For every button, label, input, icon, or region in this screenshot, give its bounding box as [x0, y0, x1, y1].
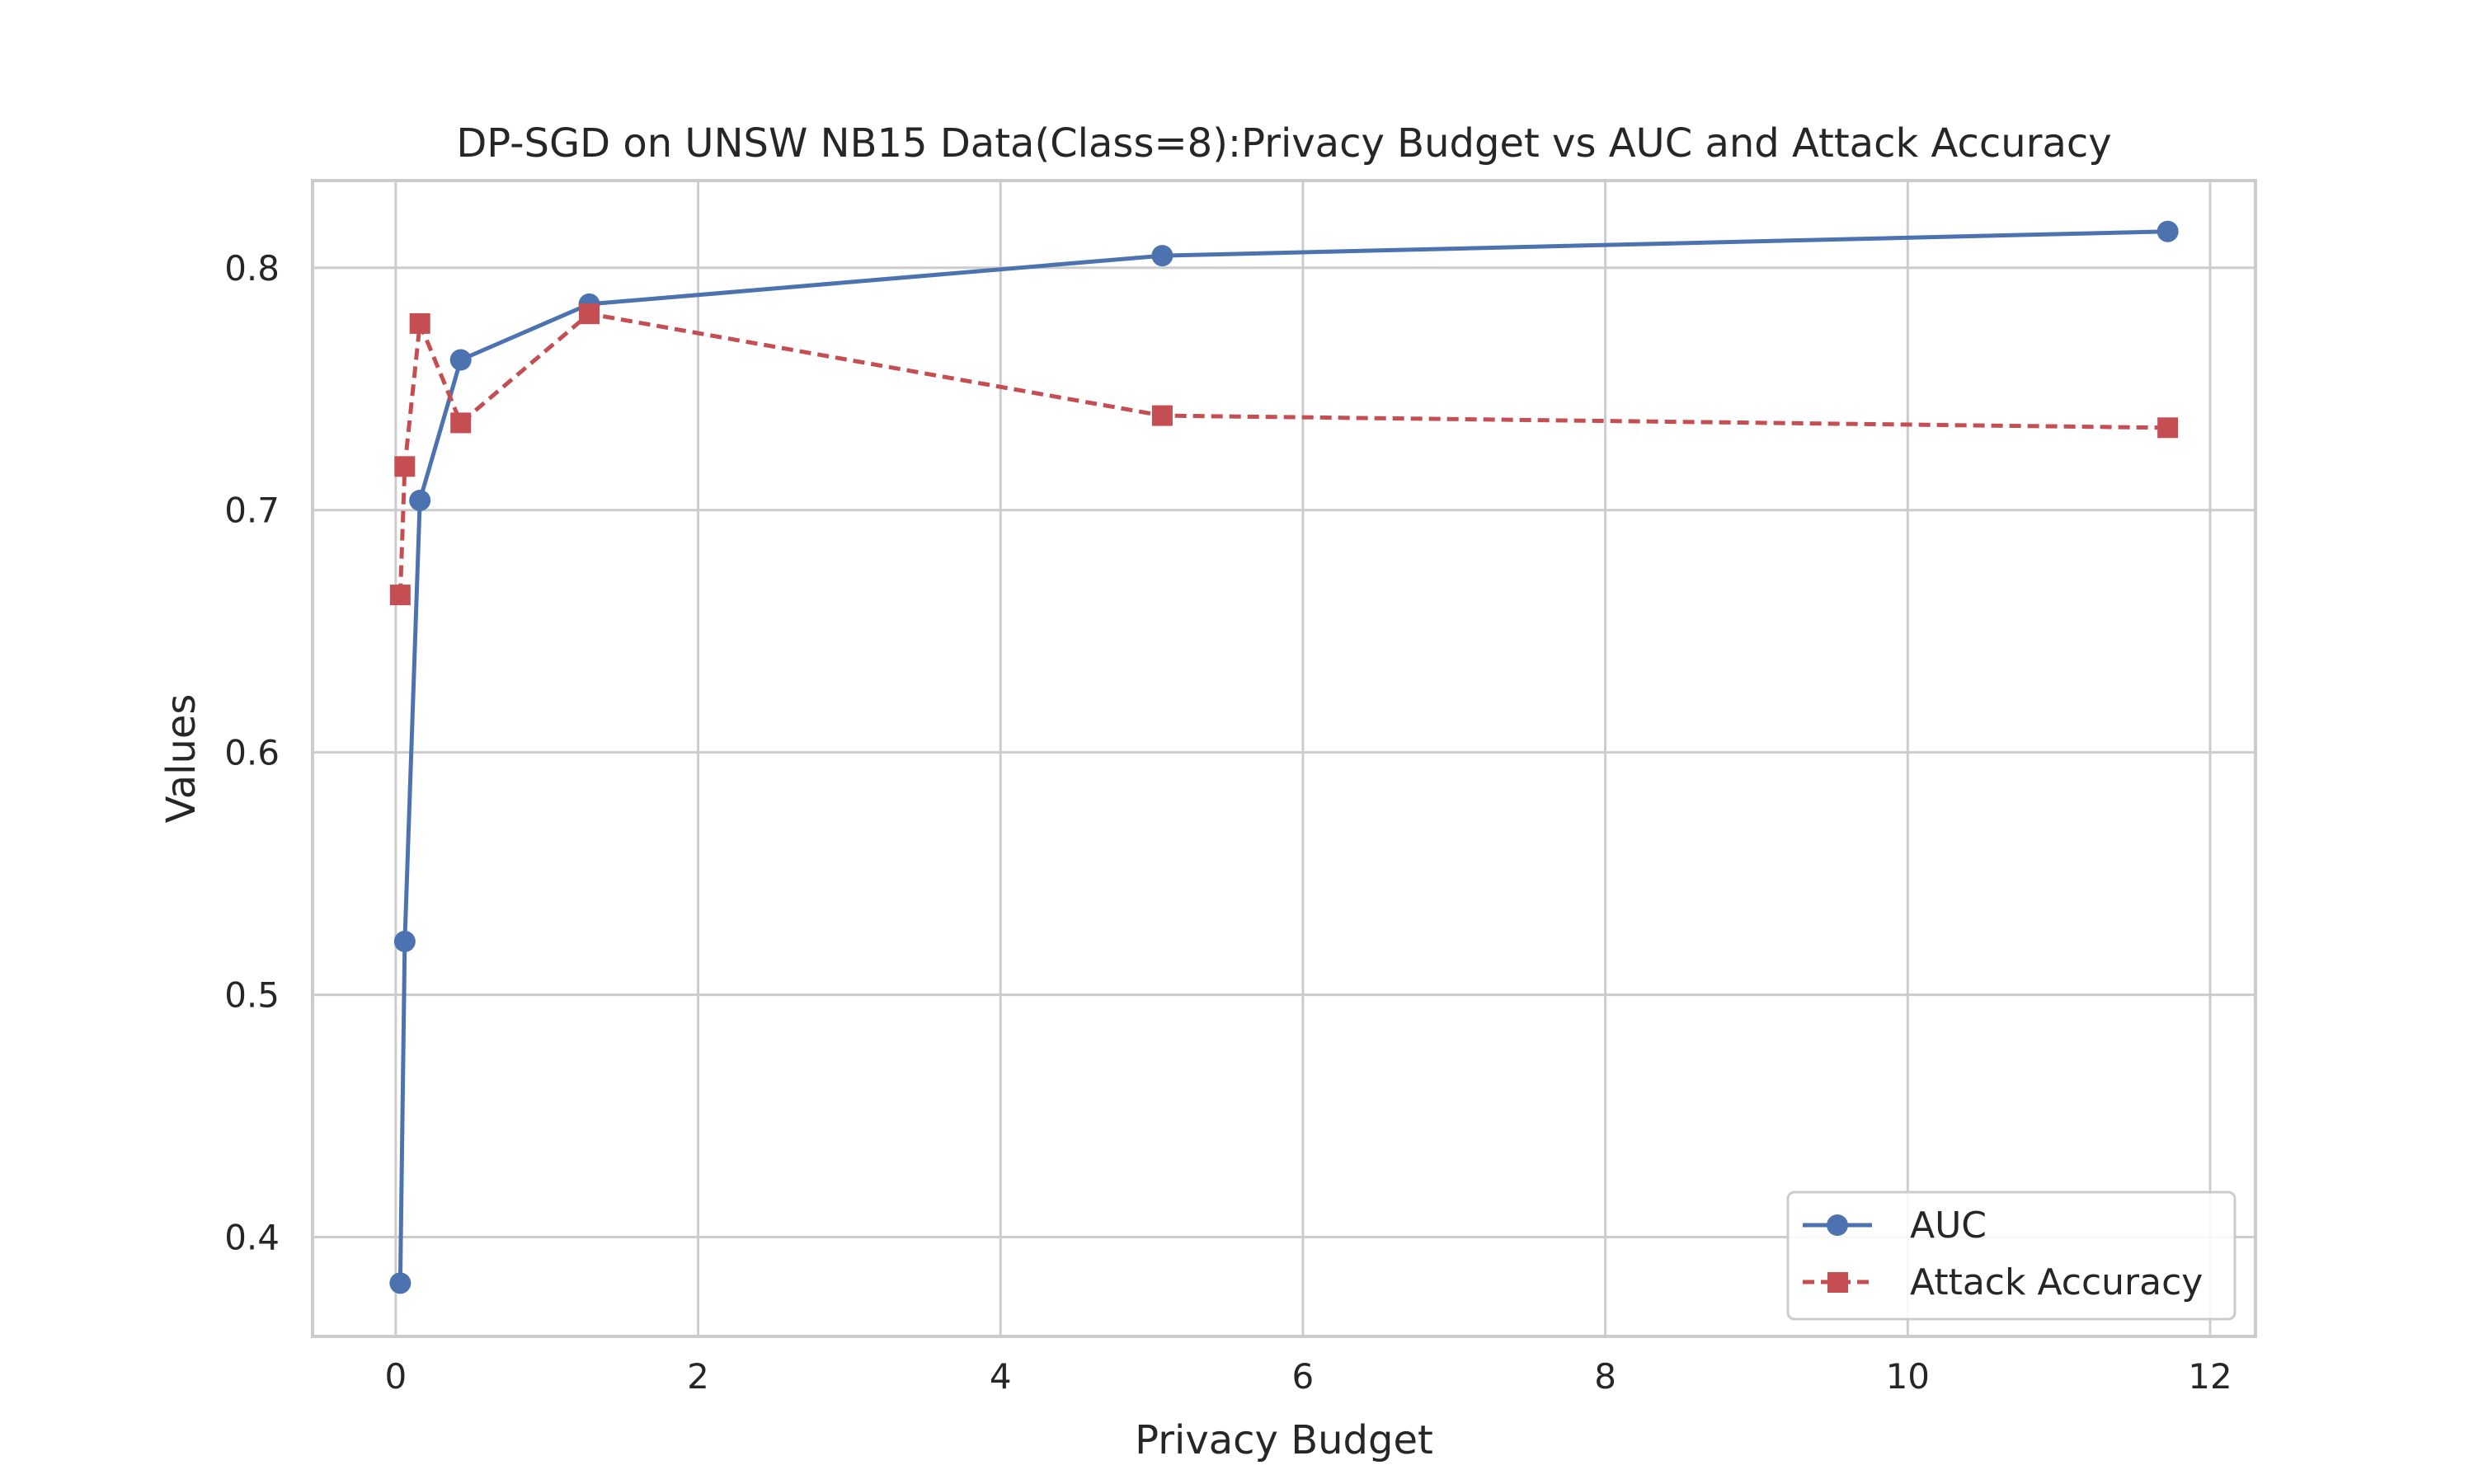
x-tick-label: 6 [1292, 1356, 1315, 1397]
y-axis-label: Values [158, 694, 205, 824]
x-axis-label: Privacy Budget [1135, 1417, 1433, 1463]
legend-marker-auc [1827, 1214, 1848, 1236]
chart-title: DP-SGD on UNSW NB15 Data(Class=8):Privac… [456, 120, 2111, 167]
x-tick-label: 4 [990, 1356, 1012, 1397]
y-tick-label: 0.8 [224, 248, 280, 289]
data-point-attack-accuracy [2157, 417, 2179, 439]
data-point-attack-accuracy [409, 312, 430, 334]
data-point-attack-accuracy [579, 303, 600, 325]
y-tick-label: 0.4 [224, 1217, 280, 1257]
data-point-attack-accuracy [394, 456, 416, 477]
x-tick-label: 12 [2188, 1356, 2232, 1397]
legend-label-attack-accuracy: Attack Accuracy [1910, 1261, 2203, 1303]
x-tick-label: 2 [687, 1356, 709, 1397]
series-attack-accuracy [389, 303, 2179, 606]
y-tick-label: 0.5 [224, 975, 280, 1016]
legend-box [1786, 1190, 2236, 1321]
data-point-auc [409, 489, 431, 511]
series-auc [389, 220, 2179, 1294]
legend: AUC Attack Accuracy [1786, 1190, 2236, 1321]
data-point-auc [1151, 245, 1174, 267]
x-tick-label: 0 [384, 1356, 407, 1397]
data-point-auc [389, 1272, 412, 1294]
data-point-auc [2157, 220, 2179, 242]
legend-label-auc: AUC [1910, 1205, 1987, 1247]
x-tick-label: 8 [1594, 1356, 1616, 1397]
data-point-attack-accuracy [1151, 405, 1173, 426]
y-tick-label: 0.7 [224, 491, 280, 531]
x-tick-label: 10 [1886, 1356, 1930, 1397]
grid [313, 181, 2255, 1336]
series-layer [389, 220, 2179, 1294]
legend-marker-attack-accuracy [1827, 1272, 1848, 1293]
tick-labels: 0 2 4 6 8 10 12 0.4 0.5 0.6 0.7 0.8 [224, 248, 2232, 1397]
data-point-attack-accuracy [389, 585, 411, 606]
data-point-auc [393, 930, 416, 952]
data-point-attack-accuracy [450, 412, 472, 434]
data-point-auc [449, 349, 472, 371]
plot-frame [311, 179, 2257, 1338]
y-tick-label: 0.6 [224, 733, 280, 773]
